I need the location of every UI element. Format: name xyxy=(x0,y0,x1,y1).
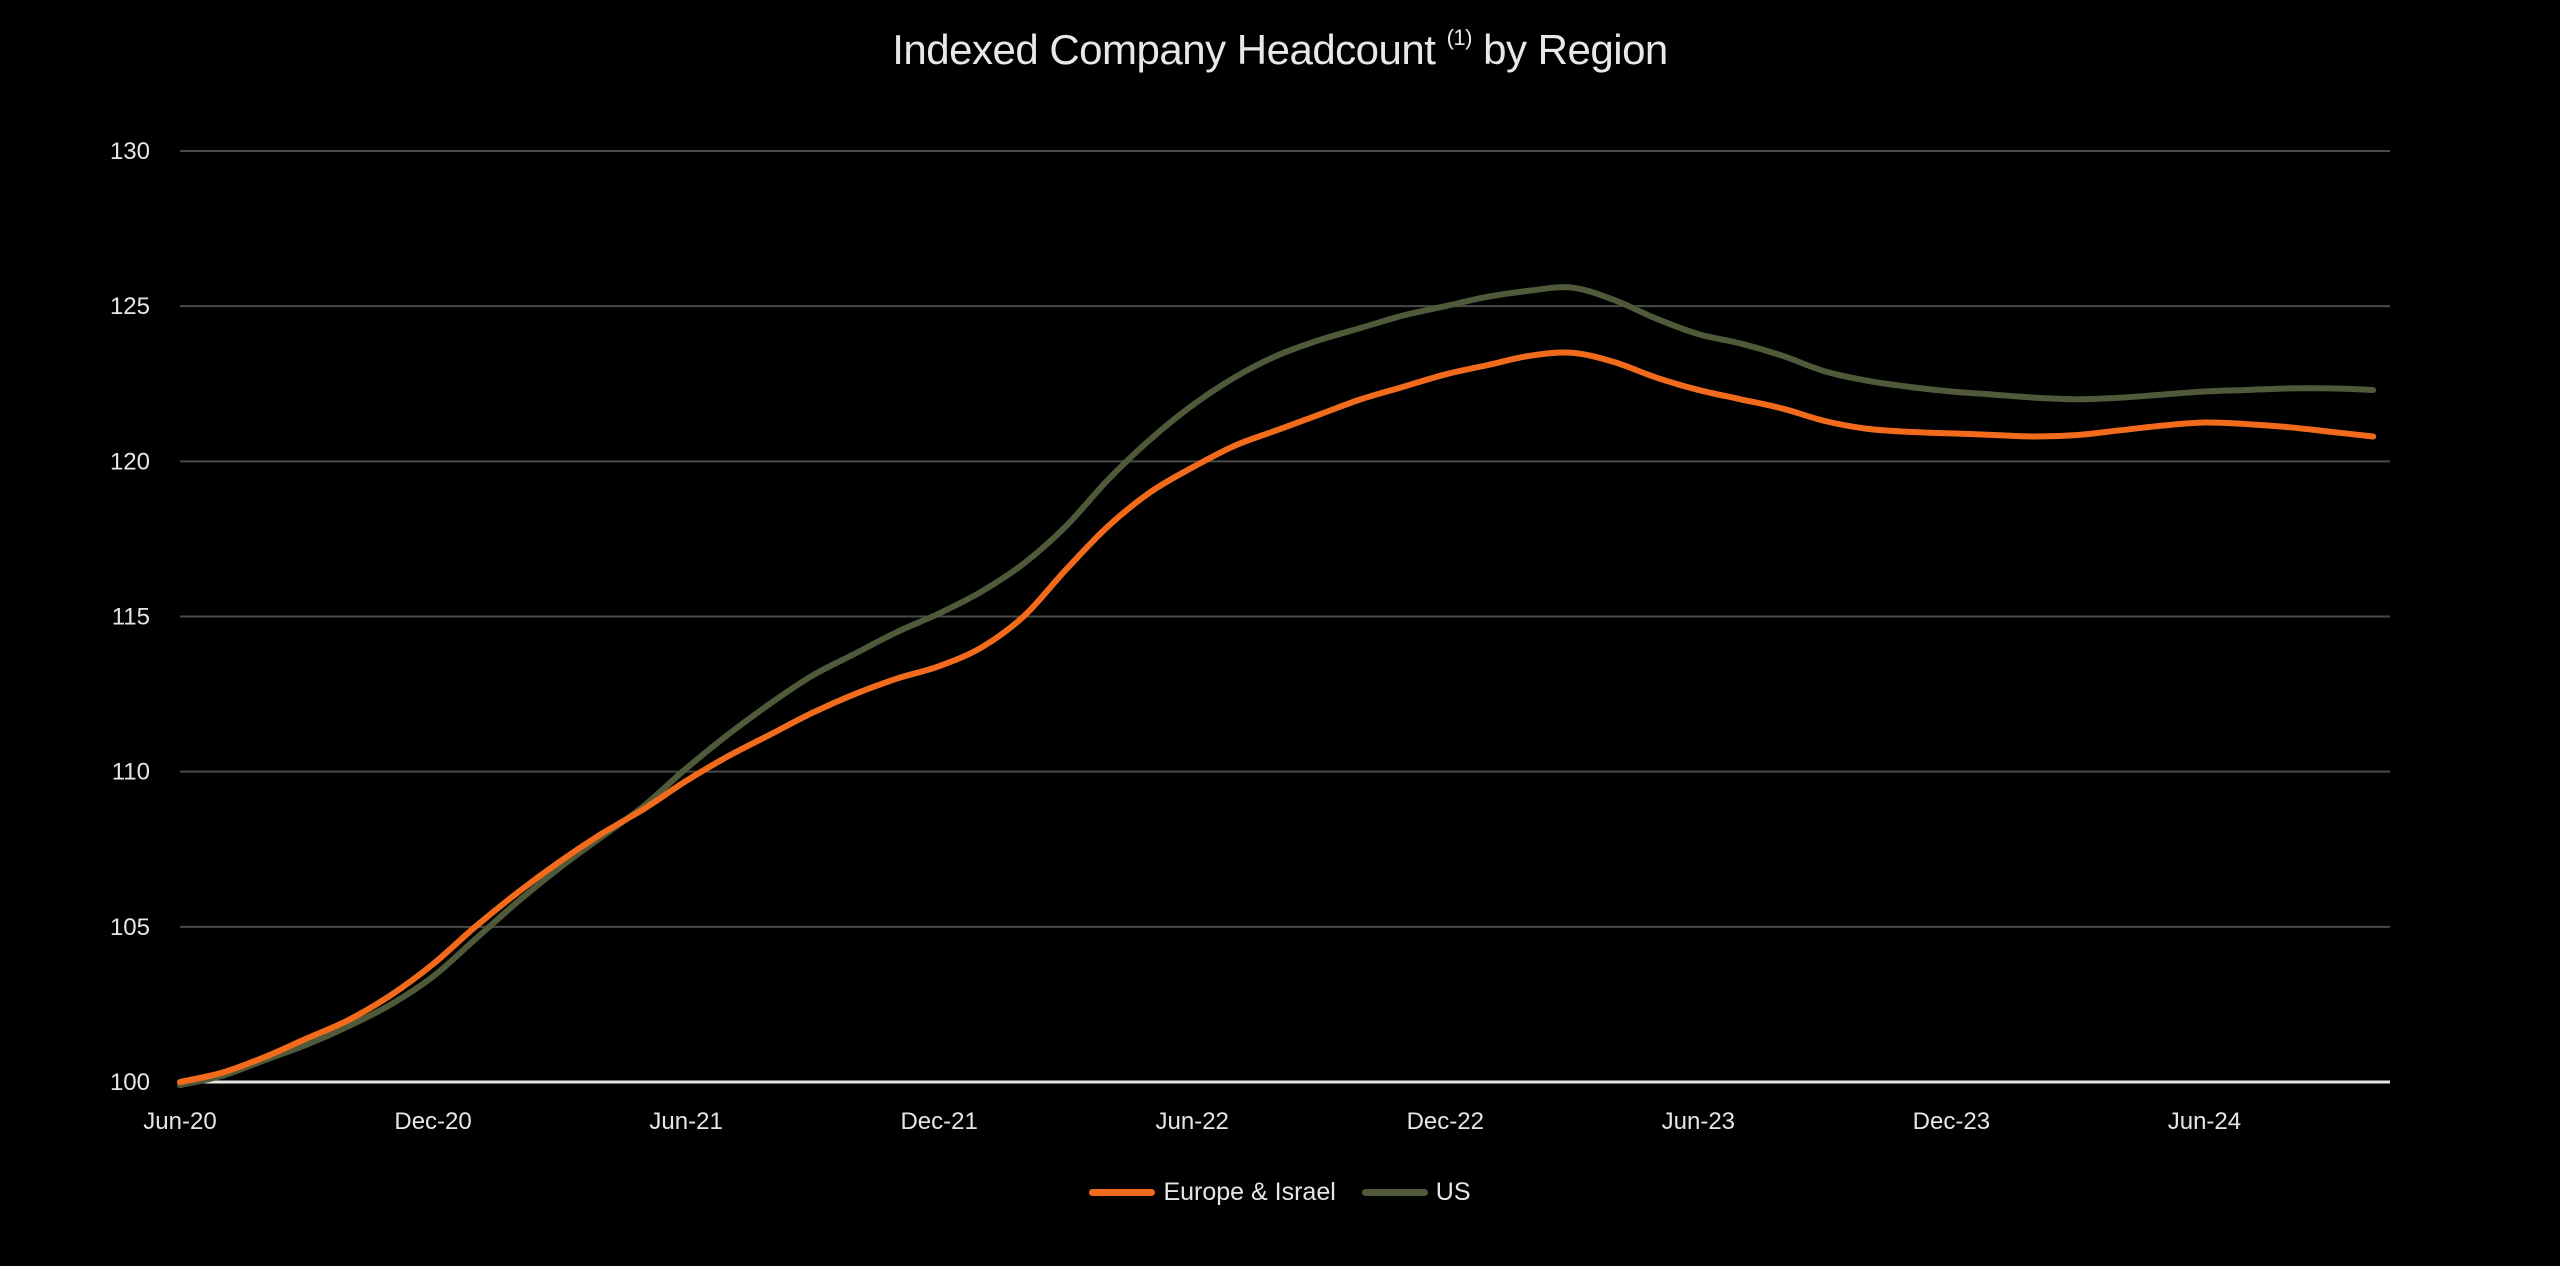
legend-label-us: US xyxy=(1435,1178,1471,1206)
tick-layer: 100 105 110 115 120 125 130 Jun-20 Dec-20 Jun-21 D… xyxy=(110,138,2241,1135)
x-tick-label-dec-22: Dec-22 xyxy=(1407,1108,1484,1135)
y-tick-label-120: 120 xyxy=(110,448,150,475)
legend-swatch-europe-israel xyxy=(1089,1189,1156,1196)
legend-item-europe-israel[interactable]: Europe & Israel xyxy=(1089,1178,1336,1207)
y-tick-label-125: 125 xyxy=(110,293,150,320)
series-line-europe-israel xyxy=(177,349,2377,1085)
x-tick-label-dec-20: Dec-20 xyxy=(394,1108,471,1135)
x-tick-label-jun-20: Jun-20 xyxy=(143,1108,216,1135)
x-tick-label-dec-21: Dec-21 xyxy=(900,1108,977,1135)
y-tick-label-115: 115 xyxy=(112,604,150,631)
grid-layer xyxy=(180,150,2390,928)
legend-label-europe-israel: Europe & Israel xyxy=(1163,1178,1336,1206)
series-layer xyxy=(177,284,2377,1089)
y-tick-label-100: 100 xyxy=(110,1069,150,1096)
legend-item-us[interactable]: US xyxy=(1361,1178,1471,1207)
series-line-us xyxy=(177,284,2377,1089)
x-tick-label-jun-22: Jun-22 xyxy=(1156,1108,1229,1135)
y-tick-label-130: 130 xyxy=(110,138,150,165)
chart-legend: Europe & Israel US xyxy=(0,1178,2560,1207)
x-tick-label-jun-21: Jun-21 xyxy=(649,1108,722,1135)
chart-title: Indexed Company Headcount (1) by Region xyxy=(0,25,2560,74)
legend-swatch-us xyxy=(1361,1189,1428,1196)
chart-title-text: Indexed Company Headcount xyxy=(892,26,1436,73)
chart-title-suffix: by Region xyxy=(1483,26,1668,73)
x-tick-label-dec-23: Dec-23 xyxy=(1913,1108,1990,1135)
y-tick-label-110: 110 xyxy=(112,759,150,786)
y-tick-label-105: 105 xyxy=(110,914,150,941)
x-tick-label-jun-23: Jun-23 xyxy=(1662,1108,1735,1135)
x-tick-label-jun-24: Jun-24 xyxy=(2168,1108,2241,1135)
chart-title-superscript: (1) xyxy=(1446,25,1473,50)
